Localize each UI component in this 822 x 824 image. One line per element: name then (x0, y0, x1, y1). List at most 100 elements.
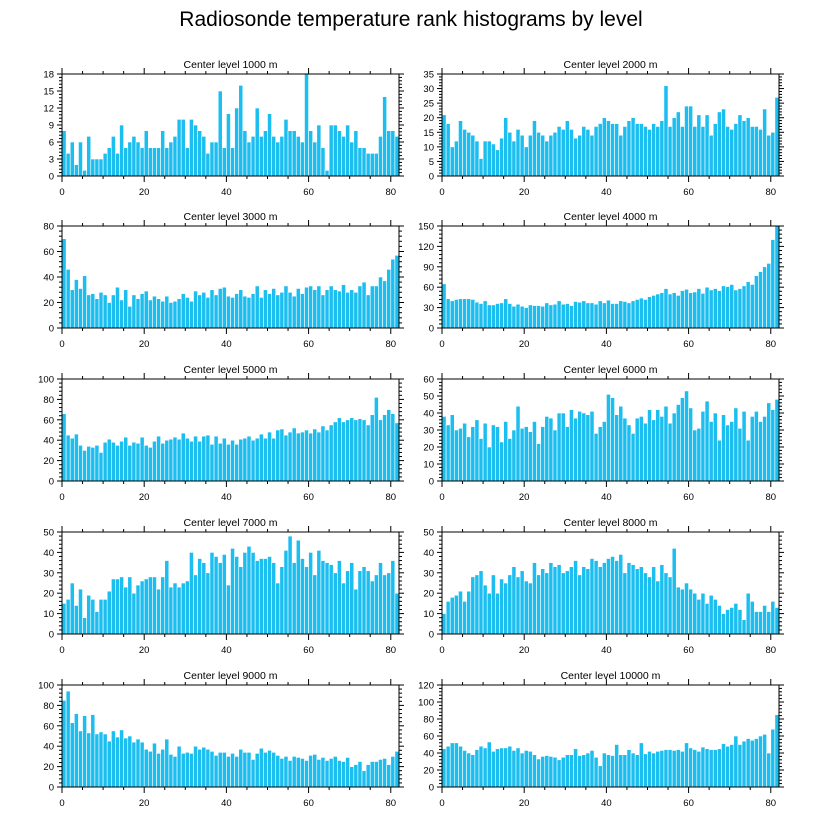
bar (341, 421, 346, 482)
panel-6: Center level 6000 m 0 10 20 30 40 50 60 0 20 40 60 8… (423, 364, 784, 503)
bar (82, 450, 87, 482)
bar (601, 421, 607, 482)
bar (737, 427, 743, 482)
bar (474, 419, 480, 482)
bar (708, 421, 714, 482)
x-tick-label: 0 (59, 339, 64, 350)
bar (445, 745, 451, 788)
bar (445, 601, 451, 635)
bar (172, 136, 178, 177)
bar (573, 301, 578, 329)
bar (758, 421, 763, 482)
bar (511, 140, 517, 177)
bar (466, 298, 472, 329)
bar (593, 433, 599, 482)
bar (597, 123, 603, 177)
bar (320, 294, 326, 329)
bar (374, 285, 379, 329)
bar (643, 753, 648, 788)
bar (462, 750, 467, 788)
bar (441, 283, 447, 329)
bar (696, 288, 702, 329)
bar (357, 147, 363, 177)
bar (332, 289, 338, 329)
bar (230, 147, 235, 177)
bar (454, 594, 459, 635)
bar (712, 749, 718, 788)
bar (601, 117, 607, 177)
bar (201, 136, 207, 177)
y-tick-label: 50 (43, 528, 54, 539)
bar (127, 444, 133, 482)
bar (119, 729, 124, 788)
bar (271, 752, 277, 788)
bar (320, 425, 326, 482)
bar (164, 295, 170, 329)
bar (638, 297, 644, 329)
x-tick-label: 80 (765, 492, 776, 503)
bar (659, 416, 665, 482)
y-tick-label: 150 (418, 222, 434, 233)
bar (378, 562, 383, 635)
bar (156, 435, 161, 482)
bar (519, 427, 525, 482)
bar (758, 271, 763, 329)
bar (180, 582, 186, 635)
bar (729, 421, 735, 482)
bar (61, 603, 67, 635)
plot-frame (61, 684, 400, 788)
bar (390, 130, 396, 177)
bar (168, 754, 174, 788)
bar (291, 295, 297, 329)
bar (770, 728, 776, 788)
bar (544, 416, 550, 482)
bar (462, 129, 467, 177)
y-tick-label: 20 (423, 113, 434, 124)
bar (478, 438, 484, 482)
bar (614, 303, 620, 329)
bar (275, 294, 281, 329)
bar (353, 588, 359, 635)
bar (394, 255, 400, 329)
bar (176, 586, 182, 635)
bar (717, 290, 722, 329)
x-tick-label: 40 (221, 798, 232, 809)
bar (234, 756, 240, 788)
bar (573, 137, 578, 177)
bar (148, 750, 153, 788)
y-tick-label: 20 (43, 298, 54, 309)
bar (478, 570, 484, 635)
bar (180, 753, 186, 788)
y-tick-label: 0 (49, 172, 54, 183)
bar (230, 297, 235, 329)
bar (189, 552, 194, 635)
bar (369, 285, 375, 329)
bar (643, 299, 648, 329)
x-tick-label: 60 (303, 645, 314, 656)
bar (250, 552, 256, 635)
bar (770, 131, 776, 177)
bar (556, 412, 562, 482)
bar (470, 754, 476, 788)
bar (528, 750, 533, 788)
bar (119, 124, 124, 177)
bar (700, 293, 706, 329)
bar (495, 748, 500, 788)
bar (324, 170, 330, 177)
bar (573, 560, 578, 635)
bar (762, 108, 767, 177)
y-tick-label: 60 (423, 732, 434, 743)
bar (374, 397, 379, 482)
bar (745, 439, 751, 482)
bar (581, 412, 587, 482)
bar (667, 576, 673, 635)
bar (353, 291, 359, 329)
bar (495, 149, 500, 177)
bar (581, 566, 587, 635)
x-tick-label: 0 (439, 187, 444, 198)
bar (365, 294, 371, 329)
bar (382, 96, 387, 177)
bar (365, 570, 371, 635)
bar (577, 410, 583, 482)
